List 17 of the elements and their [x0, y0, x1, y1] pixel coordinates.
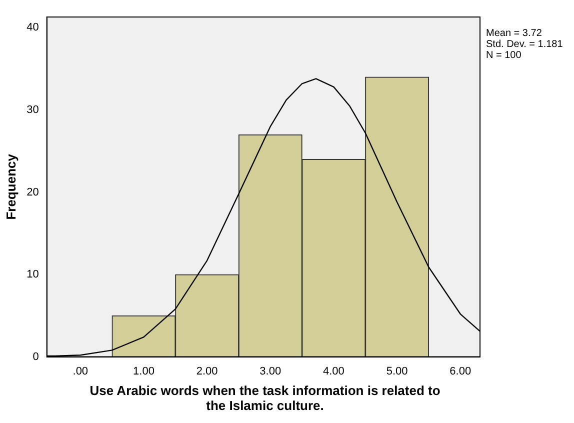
x-axis-title: Use Arabic words when the task information is related to the Islamic culture.: [88, 383, 442, 413]
y-tick-label: 0: [32, 350, 39, 363]
y-tick-label: 40: [26, 22, 39, 34]
text: Mean = 3.72: [486, 28, 543, 39]
x-tick-label: 1.00: [133, 365, 154, 378]
x-tick-label: 3.00: [260, 365, 282, 378]
y-tick-label: 20: [26, 186, 39, 198]
text: N = 100: [486, 50, 522, 61]
y-axis-title: Frequency: [3, 153, 18, 220]
x-tick-label: 4.00: [323, 365, 344, 378]
y-tick-label: 10: [26, 268, 39, 281]
text: Std. Dev. = 1.181: [486, 39, 563, 50]
x-tick-label: .00: [72, 365, 88, 378]
x-tick-label: 5.00: [386, 365, 408, 378]
y-tick-label: 30: [26, 104, 39, 116]
x-tick-label: 6.00: [450, 365, 472, 378]
x-tick-label: 2.00: [196, 365, 218, 378]
